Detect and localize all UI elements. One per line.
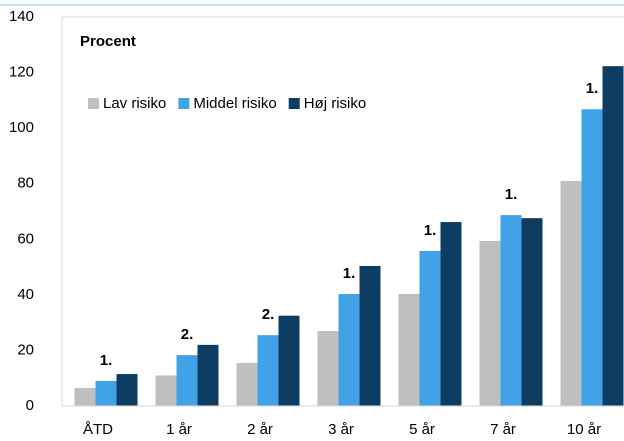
x-tick-label: ÅTD: [83, 421, 113, 438]
annotation: 1.: [100, 352, 113, 369]
y-tick-label: 140: [9, 8, 34, 25]
bar: [95, 380, 117, 406]
x-tick-label: 7 år: [490, 421, 516, 438]
x-tick-label: 1 år: [166, 421, 192, 438]
annotation: 1.: [586, 80, 599, 97]
y-tick-label: 60: [17, 230, 34, 247]
x-tick-label: 10 år: [567, 421, 601, 438]
y-tick-label: 40: [17, 286, 34, 303]
bar: [116, 374, 138, 406]
bar: [359, 265, 381, 406]
bar: [236, 362, 258, 406]
legend-swatch: [88, 98, 99, 109]
annotation: 2.: [262, 306, 275, 323]
bar: [581, 109, 603, 407]
legend-label: Høj risiko: [304, 95, 367, 112]
legend-swatch: [288, 98, 300, 109]
y-tick-label: 120: [9, 64, 34, 81]
bar: [419, 250, 441, 406]
annotation: 2.: [181, 326, 194, 343]
legend-label: Middel risiko: [193, 95, 276, 112]
annotation: 1.: [505, 186, 518, 203]
bar: [440, 222, 462, 406]
x-tick-label: 2 år: [247, 421, 273, 438]
y-tick-label: 80: [17, 175, 34, 192]
bar: [500, 215, 522, 406]
annotation: 1.: [424, 222, 437, 239]
legend-label: Lav risiko: [103, 95, 166, 112]
bar: [257, 335, 279, 406]
bar: [278, 315, 300, 406]
bar: [560, 180, 582, 406]
bar: [521, 218, 543, 406]
bar: [197, 344, 219, 406]
x-tick-label: 5 år: [409, 421, 435, 438]
bar: [317, 330, 339, 406]
y-tick-label: 20: [17, 341, 34, 358]
y-tick-label: 0: [26, 397, 34, 414]
bar: [398, 294, 420, 406]
bar: [176, 355, 198, 406]
bar: [479, 240, 501, 406]
legend-swatch: [178, 98, 190, 109]
bar: [338, 294, 360, 406]
x-tick-label: 3 år: [328, 421, 354, 438]
bar: [602, 66, 624, 406]
y-tick-label: 100: [9, 119, 34, 136]
annotation: 1.: [343, 265, 356, 282]
bar: [155, 375, 177, 406]
subtitle: Procent: [80, 33, 136, 50]
bar: [74, 387, 96, 406]
